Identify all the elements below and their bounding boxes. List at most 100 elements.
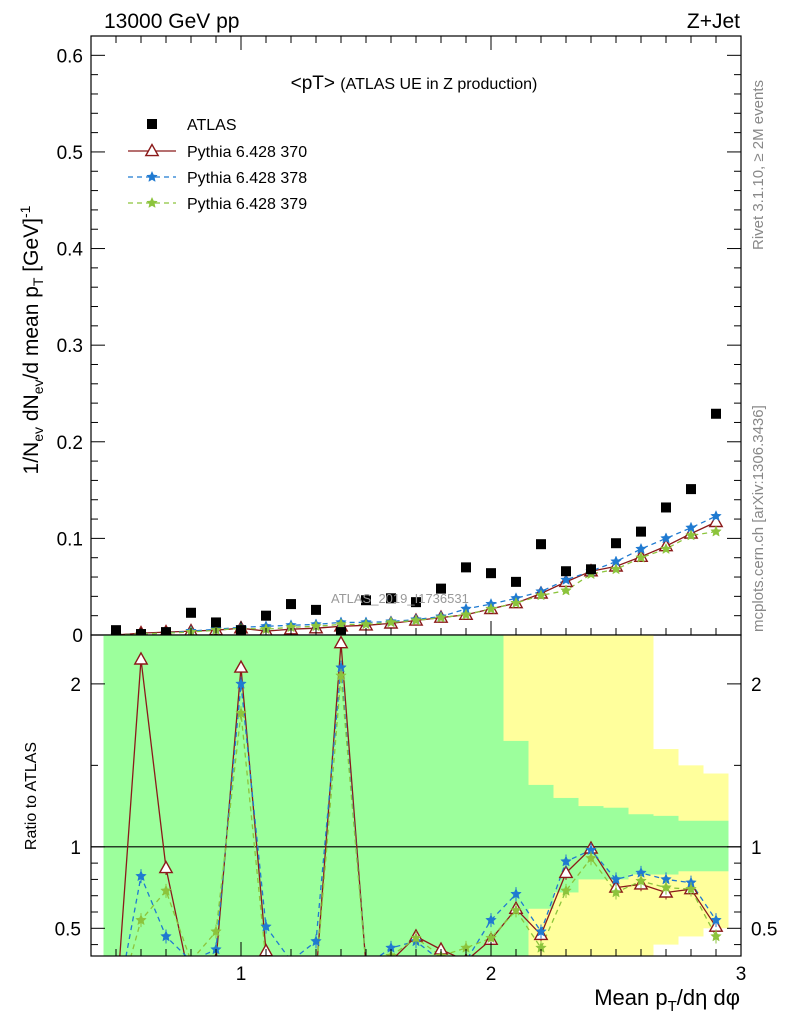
ratio-mc379-marker: [135, 914, 147, 926]
main-data-point: [386, 593, 396, 604]
main-data-point: [586, 564, 596, 575]
plot-title-sub: (ATLAS UE in Z production): [340, 76, 537, 93]
legend-label-2: Pythia 6.428 378: [187, 170, 307, 187]
main-data-point: [461, 562, 471, 573]
ratio-band-inner: [353, 635, 379, 956]
legend-mc370-marker: [144, 143, 160, 157]
ratio-band-inner: [378, 635, 404, 956]
ratio-band-inner: [103, 635, 129, 956]
legend: ATLAS Pythia 6.428 370 Pythia 6.428 378 Pyt…: [128, 117, 307, 213]
main-mc379-marker: [335, 618, 347, 630]
ratio-mc379-marker: [610, 886, 622, 898]
ratio-band-inner: [478, 635, 504, 956]
main-mc378-marker: [710, 510, 722, 522]
ratio-mc378-marker: [510, 887, 522, 900]
ratio-mc379-marker: [560, 884, 572, 896]
ratio-mc378-marker: [535, 925, 547, 937]
ratio-mc378-marker: [111, 1004, 121, 1014]
main-data-point: [661, 502, 671, 513]
ratio-mc370-marker: [285, 971, 297, 982]
ratio-mc379-marker: [235, 707, 247, 719]
ratio-mc379-marker: [190, 954, 192, 956]
ratio-band-inner: [153, 635, 179, 956]
legend-star-marker-3: [146, 196, 158, 208]
x-tick-label: 1: [236, 964, 247, 985]
ratio-y-tick-label-right: 0.5: [751, 919, 777, 940]
ratio-mc379-marker: [361, 960, 371, 970]
ratio-mc378-marker: [310, 935, 322, 947]
x-axis-label: Mean pT/dη dφ: [594, 985, 740, 1015]
plot-title: <pT> (ATLAS UE in Z production): [291, 73, 538, 94]
ratio-mc370-marker: [360, 959, 372, 970]
ratio-mc379-marker: [485, 931, 497, 944]
main-y-tick-label: 0.6: [57, 46, 83, 67]
main-data-point: [711, 408, 721, 419]
plot-title-main: <pT>: [291, 73, 335, 94]
main-y-tick-label: 0.4: [57, 240, 84, 261]
ratio-band-inner: [303, 635, 329, 956]
main-mc379-marker: [385, 616, 397, 628]
main-mc379-marker: [710, 525, 722, 537]
main-mc379-marker: [560, 584, 572, 596]
ratio-mc379-marker: [710, 930, 722, 942]
ratio-band-inner: [128, 635, 154, 956]
main-y-tick-label: 0.5: [57, 143, 83, 164]
ratio-mc379-marker: [635, 874, 647, 887]
main-mc379-marker: [685, 529, 697, 541]
ratio-mc378-marker: [485, 914, 497, 926]
main-y-tick-label: 0: [72, 626, 83, 647]
ratio-mc379-marker: [660, 881, 672, 893]
side-label-bottom: mcplots.cern.ch [arXiv:1306.3436]: [750, 405, 767, 632]
main-mc379-marker: [635, 551, 647, 563]
ratio-band-inner: [703, 820, 729, 872]
ratio-band-inner: [403, 635, 429, 956]
ratio-y-tick-label: 0.5: [55, 919, 81, 940]
main-mc378-marker: [660, 532, 672, 544]
ratio-mc379-marker: [510, 904, 522, 916]
ratio-mc370-marker: [158, 860, 174, 874]
ratio-y-axis-label: Ratio to ATLAS: [23, 742, 40, 850]
ratio-mc378-marker: [135, 870, 147, 882]
main-data-point: [511, 576, 521, 587]
ratio-panel: 0.5 0.5 1 1 2 2 1 2 3 Ratio to ATLAS Mean pT/dη …: [23, 634, 777, 1015]
main-data-point: [286, 599, 296, 610]
ratio-y-tick-label: 2: [70, 675, 81, 696]
ratio-mc379-marker: [311, 972, 321, 982]
legend-label-3: Pythia 6.428 379: [187, 196, 307, 213]
ratio-band-inner: [278, 635, 304, 956]
ratio-band-inner: [603, 807, 629, 880]
ratio-mc379-marker: [111, 1004, 121, 1014]
main-data-point: [311, 604, 321, 615]
ratio-band-inner: [628, 814, 654, 875]
main-data-point: [261, 610, 271, 621]
main-data-point: [636, 526, 646, 537]
ratio-mc379-marker: [685, 883, 697, 895]
ratio-mc378-marker: [610, 873, 622, 885]
ratio-mc370-marker: [310, 971, 322, 982]
ratio-mc370-marker: [233, 659, 249, 673]
ratio-band-inner: [203, 635, 229, 956]
ratio-mc378-marker: [260, 920, 272, 932]
ratio-mc378-marker: [361, 960, 371, 970]
main-mc379-marker: [535, 589, 547, 601]
process-label: Z+Jet: [687, 10, 740, 33]
x-tick-label: 3: [736, 964, 747, 985]
legend-label-0: ATLAS: [187, 117, 237, 134]
ratio-mc370-marker: [133, 651, 149, 665]
ratio-band-inner: [178, 635, 204, 956]
main-data-point: [536, 539, 546, 550]
main-mc379-marker: [360, 618, 372, 630]
main-data-point: [361, 595, 371, 606]
legend-star-marker-2: [146, 170, 158, 182]
main-data-point: [611, 538, 621, 549]
ratio-mc379-marker: [210, 925, 222, 937]
main-data-point: [561, 566, 571, 577]
ratio-mc378-marker: [290, 954, 292, 956]
legend-atlas-marker: [147, 119, 157, 129]
main-y-tick-label: 0.3: [57, 336, 83, 357]
ratio-mc379-marker: [585, 852, 597, 864]
ratio-mc379-marker: [410, 931, 422, 944]
ratio-band-inner: [428, 635, 454, 956]
main-data-point: [186, 607, 196, 618]
